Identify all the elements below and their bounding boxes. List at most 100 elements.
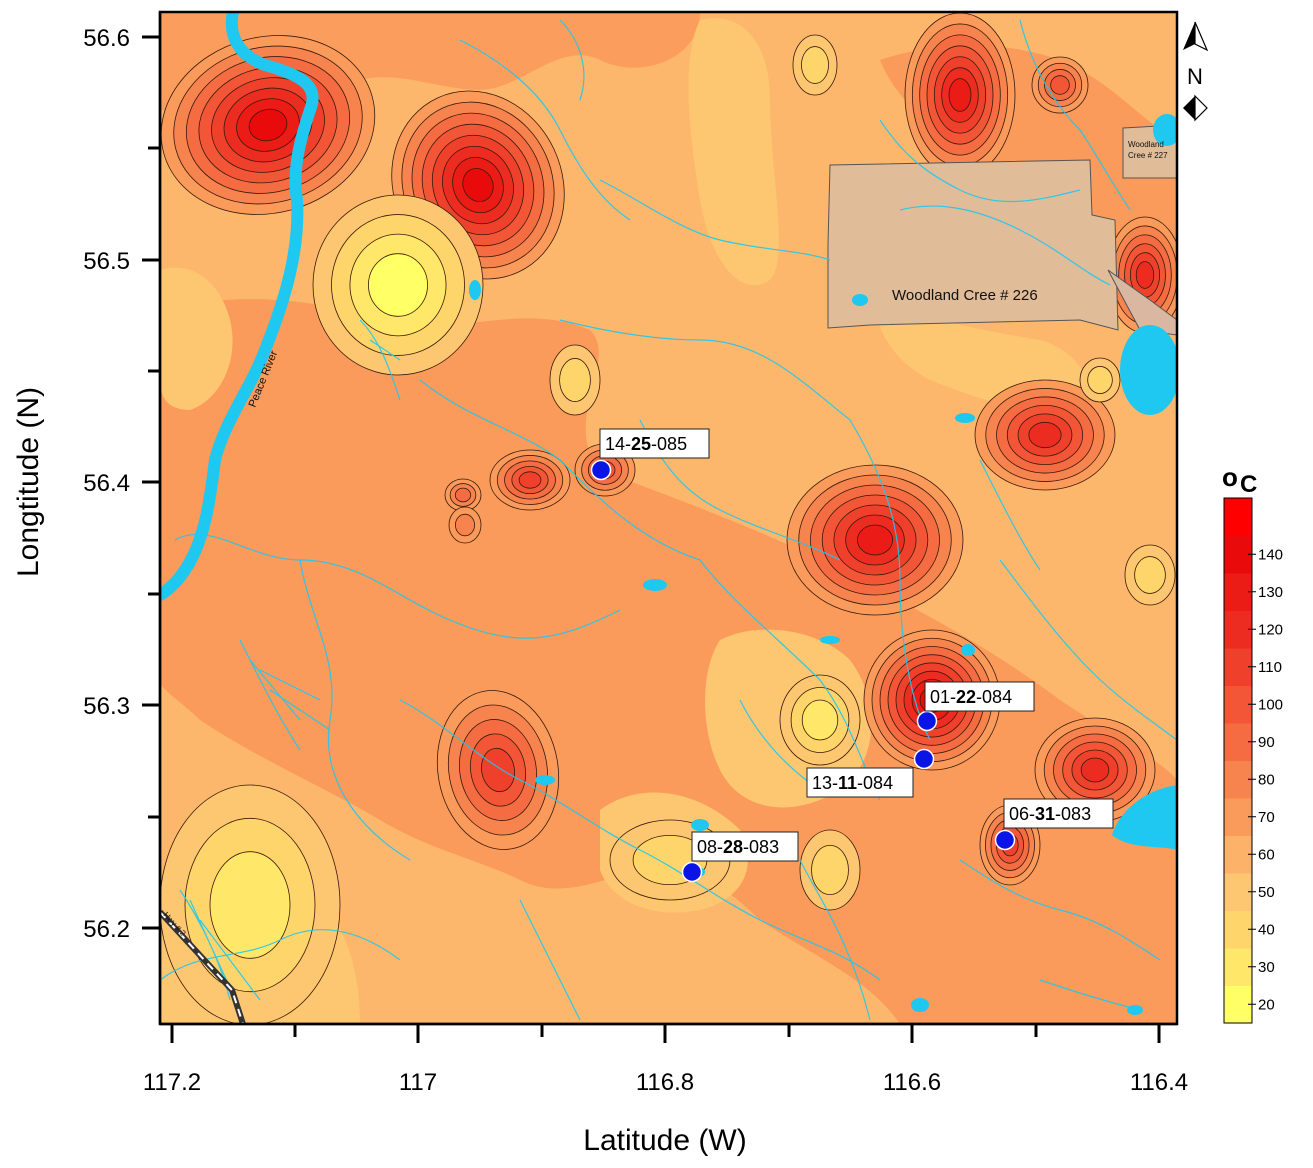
- x-axis-ticks: [170, 1024, 1161, 1043]
- well-marker[interactable]: [681, 861, 703, 883]
- contour-ring-cool: [368, 253, 428, 317]
- x-axis-title: Latitude (W): [583, 1124, 746, 1157]
- legend-tick-label: 110: [1258, 659, 1282, 676]
- well-label-box: [599, 428, 710, 459]
- well-label: 08-28-083: [697, 837, 779, 857]
- contour-ring: [857, 524, 894, 556]
- well-label: 14-25-085: [605, 434, 687, 454]
- well-marker[interactable]: [913, 748, 935, 770]
- north-arrow: N: [1183, 21, 1209, 122]
- contour-ring-cool: [1087, 366, 1113, 394]
- legend-swatch: [1224, 498, 1252, 536]
- contour-ring: [1028, 421, 1062, 449]
- y-tick-label: 56.3: [83, 693, 130, 720]
- contour-ring-cool: [209, 851, 291, 959]
- well-label: 06-31-083: [1009, 804, 1091, 824]
- highway-2: [160, 909, 246, 1024]
- lakes: [469, 114, 1177, 1015]
- contour-ring-cool: [801, 699, 839, 741]
- legend-swatch: [1224, 985, 1252, 1024]
- contour-ring: [518, 471, 542, 489]
- legend-swatch: [1224, 648, 1252, 686]
- x-tick-label: 116.6: [883, 1069, 941, 1096]
- legend-swatch: [1224, 873, 1252, 911]
- y-tick-label: 56.5: [83, 248, 130, 275]
- contour-ring: [948, 78, 972, 112]
- legend-ticks: 20 30 40 50 60 70 80 90 100 110 120 130 140: [1248, 546, 1283, 1013]
- contour-ring-cool: [801, 46, 829, 84]
- contour-ring-cool: [1134, 556, 1166, 594]
- contour-ring: [248, 108, 288, 142]
- x-tick-label: 117.2: [143, 1069, 201, 1096]
- legend-swatch: [1224, 760, 1252, 799]
- x-tick-label: 116.4: [1130, 1069, 1188, 1096]
- contour-ring: [1080, 757, 1110, 783]
- legend-unit-degree: o: [1222, 462, 1238, 492]
- legend-tick-label: 120: [1258, 621, 1283, 638]
- y-axis-title: Longtitude (N): [12, 387, 45, 577]
- well-marker[interactable]: [916, 710, 938, 732]
- legend-swatch: [1224, 535, 1252, 574]
- contour-ring: [1135, 261, 1155, 289]
- well-marker[interactable]: [994, 829, 1016, 851]
- band-70: [160, 299, 1177, 1024]
- legend-tick-label: 40: [1258, 921, 1275, 938]
- legend-swatch: [1224, 948, 1252, 986]
- legend-unit-letter: C: [1240, 471, 1257, 498]
- legend-swatch: [1224, 610, 1252, 649]
- peace-river: [160, 12, 319, 601]
- reserve-226-label: Woodland Cree # 226: [892, 287, 1038, 304]
- well-label-box: [924, 681, 1035, 712]
- legend-tick-label: 140: [1258, 546, 1283, 563]
- legend-swatch: [1224, 723, 1252, 761]
- y-axis-ticks: [142, 35, 160, 930]
- legend-swatch: [1224, 573, 1252, 611]
- legend-tick-label: 30: [1258, 959, 1275, 976]
- legend-tick-label: 70: [1258, 809, 1275, 826]
- contour-ring: [454, 487, 472, 503]
- y-tick-label: 56.4: [83, 470, 130, 497]
- legend-tick-label: 60: [1258, 846, 1275, 863]
- x-tick-label: 116.8: [636, 1069, 694, 1096]
- contour-ring: [481, 747, 515, 793]
- legend-tick-label: 90: [1258, 734, 1275, 751]
- well-marker[interactable]: [590, 459, 612, 481]
- reserve-woodland-cree-226: [827, 159, 1119, 331]
- well-label: 01-22-084: [930, 687, 1012, 707]
- color-legend: o C 20 30 40 50 60 70 80 90 100 110 120 130 140: [1222, 462, 1283, 1024]
- x-tick-label: 117: [399, 1069, 437, 1096]
- well-sites: 14-25-085 01-22-084 13-11-084 06-31-083 …: [590, 428, 1114, 883]
- legend-frame: [1223, 497, 1253, 1024]
- legend-swatch: [1224, 910, 1252, 949]
- legend-tick-label: 50: [1258, 884, 1275, 901]
- contour-ring: [1050, 75, 1070, 95]
- band-50-west-lobe: [160, 267, 233, 410]
- legend-tick-label: 130: [1258, 584, 1283, 601]
- well-label-box: [806, 767, 914, 798]
- contour-ring-cool: [559, 358, 591, 402]
- legend-tick-label: 80: [1258, 771, 1275, 788]
- legend-swatch: [1224, 798, 1252, 836]
- y-axis: 56.6 56.5 56.4 56.3 56.2 Longtitude (N): [12, 12, 162, 1024]
- stream-network: [160, 19, 1177, 1021]
- contour-ring-cool: [811, 844, 849, 896]
- contour-ring: [462, 168, 494, 202]
- north-arrow-letter: N: [1187, 64, 1203, 89]
- reserve-227-label-line2: Cree # 227: [1128, 151, 1168, 160]
- contour-map: [160, 12, 1177, 1024]
- y-tick-label: 56.2: [83, 916, 130, 943]
- reserve-227-label-line1: Woodland: [1128, 140, 1164, 149]
- well-label-box: [1003, 798, 1114, 829]
- y-tick-label: 56.6: [83, 25, 130, 52]
- band-50-north-lobe: [688, 18, 779, 286]
- legend-tick-label: 20: [1258, 996, 1275, 1013]
- well-label-box: [691, 831, 799, 862]
- legend-swatch: [1224, 685, 1252, 724]
- legend-tick-label: 100: [1258, 696, 1283, 713]
- reserve-wedge: [1107, 269, 1177, 336]
- legend-swatches: [1223, 497, 1253, 1024]
- contour-ring: [454, 513, 475, 537]
- legend-swatch: [1224, 835, 1252, 874]
